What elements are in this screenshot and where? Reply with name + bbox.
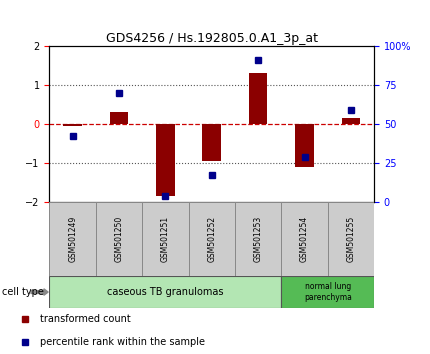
FancyBboxPatch shape — [328, 202, 374, 276]
FancyBboxPatch shape — [96, 202, 142, 276]
Text: caseous TB granulomas: caseous TB granulomas — [107, 287, 224, 297]
Bar — [342, 118, 360, 124]
Text: GSM501250: GSM501250 — [114, 216, 123, 262]
Text: transformed count: transformed count — [40, 314, 130, 325]
Bar — [156, 124, 175, 196]
FancyBboxPatch shape — [281, 276, 374, 308]
Title: GDS4256 / Hs.192805.0.A1_3p_at: GDS4256 / Hs.192805.0.A1_3p_at — [106, 32, 318, 45]
Text: normal lung
parenchyma: normal lung parenchyma — [304, 282, 352, 302]
FancyBboxPatch shape — [142, 202, 189, 276]
Text: GSM501252: GSM501252 — [207, 216, 216, 262]
FancyBboxPatch shape — [49, 202, 96, 276]
Text: GSM501255: GSM501255 — [347, 216, 356, 262]
Text: cell type: cell type — [2, 287, 44, 297]
Text: GSM501253: GSM501253 — [254, 216, 263, 262]
FancyBboxPatch shape — [235, 202, 281, 276]
Text: GSM501249: GSM501249 — [68, 216, 77, 262]
Text: percentile rank within the sample: percentile rank within the sample — [40, 337, 205, 348]
Bar — [110, 112, 128, 124]
Bar — [249, 73, 267, 124]
Text: GSM501254: GSM501254 — [300, 216, 309, 262]
Bar — [63, 124, 82, 126]
FancyBboxPatch shape — [189, 202, 235, 276]
Bar — [295, 124, 314, 167]
FancyBboxPatch shape — [49, 276, 281, 308]
FancyBboxPatch shape — [281, 202, 328, 276]
Text: GSM501251: GSM501251 — [161, 216, 170, 262]
Bar — [203, 124, 221, 161]
